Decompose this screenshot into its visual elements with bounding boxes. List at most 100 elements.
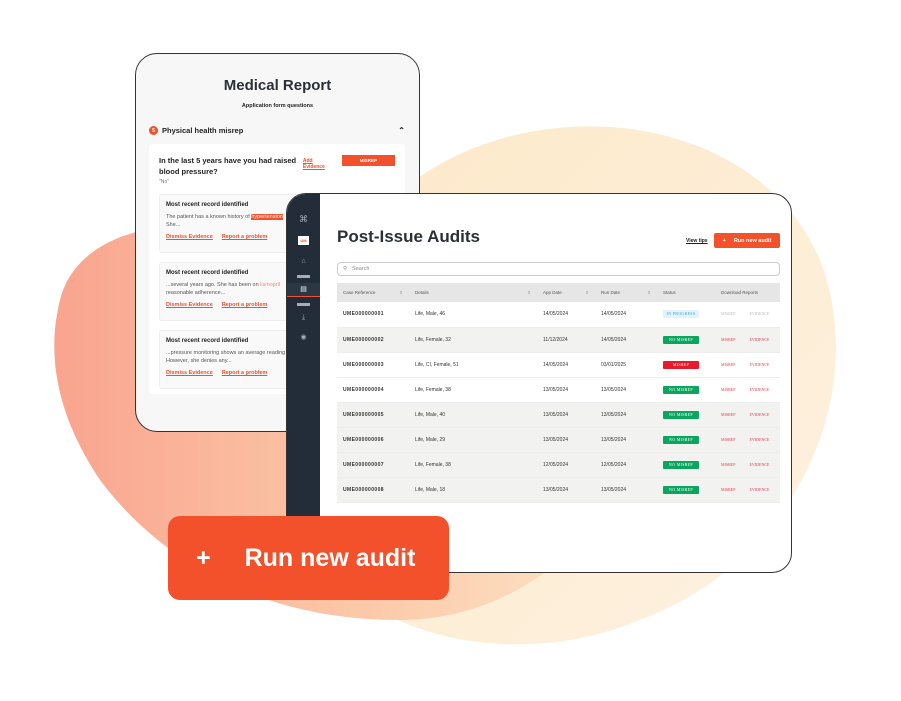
table-row[interactable]: UME000000001 Life, Male, 46 14/05/2024 1… [337, 302, 780, 328]
misrep-report-link[interactable]: MISREP [721, 361, 736, 367]
column-label: Status [663, 290, 676, 295]
misrep-button[interactable]: MISREP [341, 155, 395, 166]
table-row[interactable]: UME000000006 Life, Male, 29 13/05/2024 1… [337, 427, 780, 453]
column-label: App Date [543, 289, 562, 295]
report-problem-link[interactable]: Report a problem [221, 302, 268, 308]
table-row[interactable]: UME000000002 Life, Female, 32 11/12/2024… [337, 327, 780, 353]
evidence-report-link[interactable]: EVIDENCE [749, 386, 770, 392]
evidence-report-link[interactable]: EVIDENCE [749, 461, 770, 467]
status-cell: NO MISREP [657, 427, 715, 453]
details: Life, Male, 18 [409, 477, 537, 503]
misrep-report-link[interactable]: MISREP [721, 411, 736, 417]
app-date: 14/05/2024 [537, 352, 595, 378]
misrep-report-link[interactable]: MISREP [721, 436, 736, 442]
subtitle: Application form questions [241, 103, 314, 109]
report-problem-link[interactable]: Report a problem [221, 234, 268, 240]
table-row[interactable]: UME000000008 Life, Male, 18 13/05/2024 1… [337, 477, 780, 503]
status-cell: NO MISREP [657, 402, 715, 428]
search-icon: ⚲ [343, 266, 348, 272]
status-cell: NO MISREP [657, 377, 715, 403]
run-new-audit-button[interactable]: + Run new audit [714, 233, 780, 248]
dismiss-evidence-link[interactable]: Dismiss Evidence [166, 234, 213, 240]
chevron-up-icon[interactable]: ⌃ [398, 126, 405, 135]
clipboard-icon[interactable]: ▤ [287, 283, 320, 297]
eye-icon[interactable]: ◉ [300, 334, 307, 341]
evidence-report-link[interactable]: EVIDENCE [749, 436, 770, 442]
case-reference: UME000000002 [337, 327, 409, 353]
misrep-report-link[interactable]: MISREP [721, 461, 736, 467]
table-row[interactable]: UME000000003 Life, CI, Female, 51 14/05/… [337, 352, 780, 378]
evidence-report-link[interactable]: EVIDENCE [749, 486, 770, 492]
run-date: 14/05/2024 [595, 327, 657, 353]
column-header: Status [657, 283, 715, 302]
download-icon[interactable]: ⤓ [301, 314, 306, 321]
run-date: 13/05/2024 [595, 402, 657, 428]
column-label: Case Reference [343, 289, 376, 295]
sort-icon[interactable]: ⇕ [399, 289, 403, 295]
details: Life, Male, 29 [409, 427, 537, 453]
search-input[interactable]: ⚲ Search [337, 262, 780, 276]
column-label: Download Reports [721, 290, 759, 295]
logo-text: UM [298, 236, 309, 245]
column-label: Run Date [601, 289, 621, 295]
case-reference: UME000000005 [337, 402, 409, 428]
status-cell: MISREP [657, 352, 715, 378]
excerpt-text: ...pressure monitoring shows an average … [166, 350, 286, 356]
section-label: Physical health misrep [162, 126, 244, 135]
excerpt-text: She... [166, 222, 181, 228]
case-reference: UME000000003 [337, 352, 409, 378]
sort-icon[interactable]: ⇕ [585, 289, 589, 295]
status-cell: NO MISREP [657, 327, 715, 353]
table-row[interactable]: UME000000005 Life, Male, 40 13/05/2024 1… [337, 402, 780, 428]
sort-icon[interactable]: ⇕ [647, 289, 651, 295]
status-cell: NO MISREP [657, 477, 715, 503]
app-date: 13/05/2024 [537, 477, 595, 503]
command-icon[interactable]: ⌘ [299, 214, 308, 224]
record-excerpt: ...pressure monitoring shows an average … [166, 349, 388, 365]
evidence-report-link[interactable]: EVIDENCE [749, 411, 770, 417]
evidence-report-link[interactable]: EVIDENCE [749, 336, 770, 342]
details: Life, CI, Female, 51 [409, 352, 537, 378]
run-date: 03/01/2025 [595, 352, 657, 378]
medical-report-title: Medical Report [223, 77, 332, 94]
sort-icon[interactable]: ⇕ [527, 289, 531, 295]
plus-icon: + [196, 543, 211, 572]
report-problem-link[interactable]: Report a problem [221, 370, 268, 376]
section-header[interactable]: 5 Physical health misrep ⌃ [149, 126, 405, 135]
excerpt-text: ...several years ago. She has been on [166, 282, 261, 288]
search-placeholder: Search [352, 266, 370, 272]
dismiss-evidence-link[interactable]: Dismiss Evidence [166, 302, 213, 308]
evidence-report-link[interactable]: EVIDENCE [749, 311, 770, 317]
details: Life, Female, 38 [409, 377, 537, 403]
status-badge: NO MISREP [663, 335, 699, 344]
run-date: 13/05/2024 [595, 427, 657, 453]
cta-label: Run new audit [244, 543, 416, 572]
download-cell: MISREP EVIDENCE [715, 452, 780, 478]
home-icon[interactable]: ⌂ [301, 258, 306, 265]
misrep-report-link[interactable]: MISREP [721, 336, 736, 342]
record-title: Most recent record identified [166, 202, 249, 208]
table-row[interactable]: UME000000004 Life, Female, 38 13/05/2024… [337, 377, 780, 403]
column-header[interactable]: Case Reference ⇕ [337, 283, 409, 302]
case-reference: UME000000007 [337, 452, 409, 478]
evidence-report-link[interactable]: EVIDENCE [749, 361, 770, 367]
column-label: Details [415, 289, 429, 295]
divider [297, 275, 310, 278]
dismiss-evidence-link[interactable]: Dismiss Evidence [166, 370, 213, 376]
download-cell: MISREP EVIDENCE [715, 427, 780, 453]
audits-window: ⌘ UM ⌂ ▤ ⤓ ◉ Post-Issue Audits View tips… [286, 193, 792, 573]
misrep-report-link[interactable]: MISREP [721, 486, 736, 492]
table-row[interactable]: UME000000007 Life, Female, 38 12/05/2024… [337, 452, 780, 478]
run-date: 12/05/2024 [595, 452, 657, 478]
add-evidence-link[interactable]: Add Evidence [302, 158, 325, 170]
run-new-audit-cta-button[interactable]: + Run new audit [168, 516, 449, 600]
column-header[interactable]: App Date ⇕ [537, 283, 595, 302]
column-header[interactable]: Run Date ⇕ [595, 283, 657, 302]
column-header[interactable]: Details ⇕ [409, 283, 537, 302]
page-title: Post-Issue Audits [337, 227, 480, 246]
app-date: 14/05/2024 [537, 302, 595, 328]
view-tips-link[interactable]: View tips [686, 238, 708, 244]
question-text: In the last 5 years have you had raised … [159, 156, 297, 176]
misrep-report-link[interactable]: MISREP [721, 311, 736, 317]
misrep-report-link[interactable]: MISREP [721, 386, 736, 392]
